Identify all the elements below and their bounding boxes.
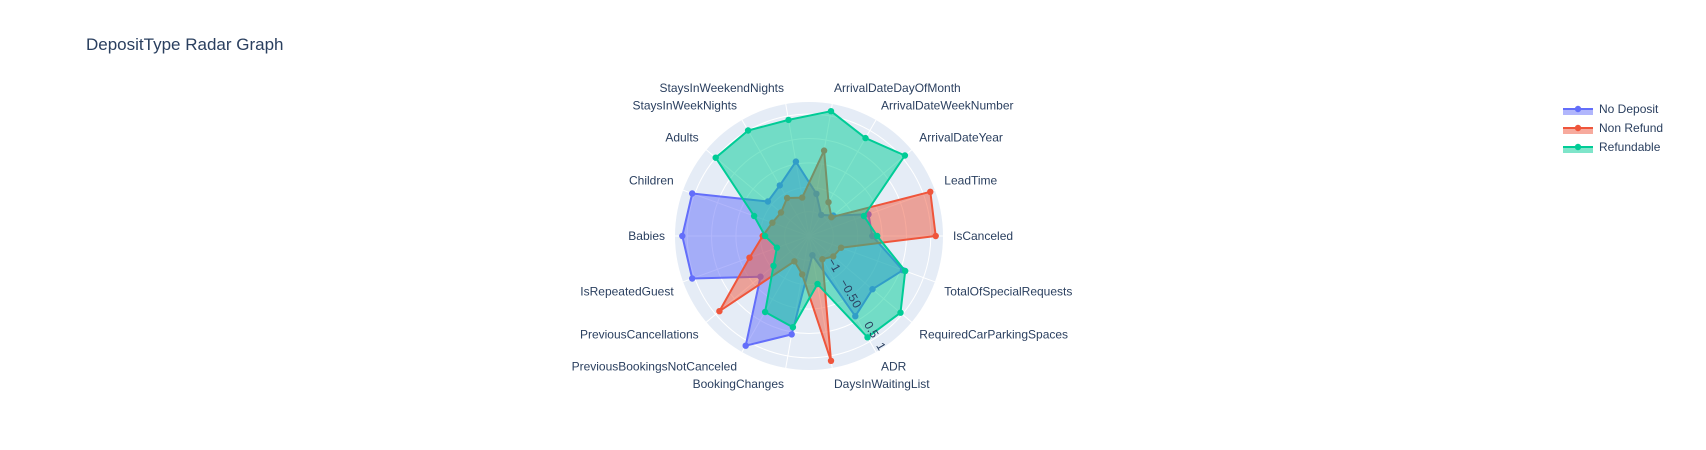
- category-label: Babies: [628, 229, 665, 243]
- category-label: Adults: [665, 130, 698, 144]
- category-label: PreviousBookingsNotCanceled: [572, 360, 737, 374]
- legend-marker: [1574, 124, 1582, 132]
- legend-item[interactable]: Refundable: [1563, 140, 1661, 154]
- legend-label: Non Refund: [1599, 121, 1663, 135]
- legend-marker: [1574, 105, 1582, 113]
- data-point: [902, 267, 909, 275]
- data-point: [864, 334, 871, 341]
- data-point: [742, 342, 749, 349]
- data-point: [761, 232, 769, 240]
- data-point: [874, 232, 881, 240]
- data-point: [746, 254, 753, 261]
- category-label: StaysInWeekendNights: [659, 81, 784, 95]
- legend: No Deposit Non Refund Refundable: [1563, 102, 1663, 154]
- data-point: [827, 108, 835, 115]
- data-point: [770, 262, 777, 269]
- category-label: PreviousCancellations: [580, 328, 699, 342]
- data-point: [744, 127, 752, 134]
- polar-area: −1−0.500.51IsCanceledLeadTimeArrivalDate…: [572, 81, 1073, 391]
- data-point: [814, 280, 821, 288]
- category-label: LeadTime: [944, 174, 997, 188]
- data-point: [689, 190, 696, 197]
- data-point: [750, 212, 758, 220]
- category-label: IsRepeatedGuest: [580, 284, 674, 298]
- data-point: [716, 308, 723, 315]
- data-point: [860, 212, 868, 220]
- category-label: StaysInWeekNights: [633, 98, 738, 112]
- series-refundable: [712, 108, 909, 341]
- legend-item[interactable]: Non Refund: [1563, 121, 1663, 135]
- data-point: [773, 244, 781, 251]
- data-point: [932, 232, 939, 240]
- category-label: DaysInWaitingList: [834, 377, 930, 391]
- data-point: [679, 232, 686, 240]
- legend-label: No Deposit: [1599, 102, 1659, 116]
- category-label: ArrivalDateYear: [919, 130, 1003, 144]
- legend-marker: [1574, 143, 1582, 151]
- category-label: IsCanceled: [953, 229, 1013, 243]
- category-label: RequiredCarParkingSpaces: [919, 328, 1068, 342]
- data-point: [761, 308, 769, 316]
- legend-item[interactable]: No Deposit: [1563, 102, 1659, 116]
- data-point: [927, 188, 934, 195]
- data-point: [712, 154, 719, 161]
- chart-title: DepositType Radar Graph: [86, 35, 284, 54]
- data-point: [827, 357, 835, 364]
- data-point: [785, 116, 792, 124]
- data-point: [788, 331, 795, 338]
- data-point: [862, 134, 869, 142]
- category-label: ADR: [881, 360, 907, 374]
- data-point: [789, 324, 797, 331]
- legend-label: Refundable: [1599, 140, 1661, 154]
- category-label: Children: [629, 174, 674, 188]
- data-point: [901, 152, 909, 159]
- category-label: ArrivalDateWeekNumber: [881, 98, 1014, 112]
- category-label: ArrivalDateDayOfMonth: [834, 81, 961, 95]
- category-label: TotalOfSpecialRequests: [944, 284, 1072, 298]
- data-point: [689, 275, 696, 282]
- category-label: BookingChanges: [693, 377, 784, 391]
- radial-tick-label: −1: [825, 256, 844, 275]
- data-point: [897, 309, 904, 316]
